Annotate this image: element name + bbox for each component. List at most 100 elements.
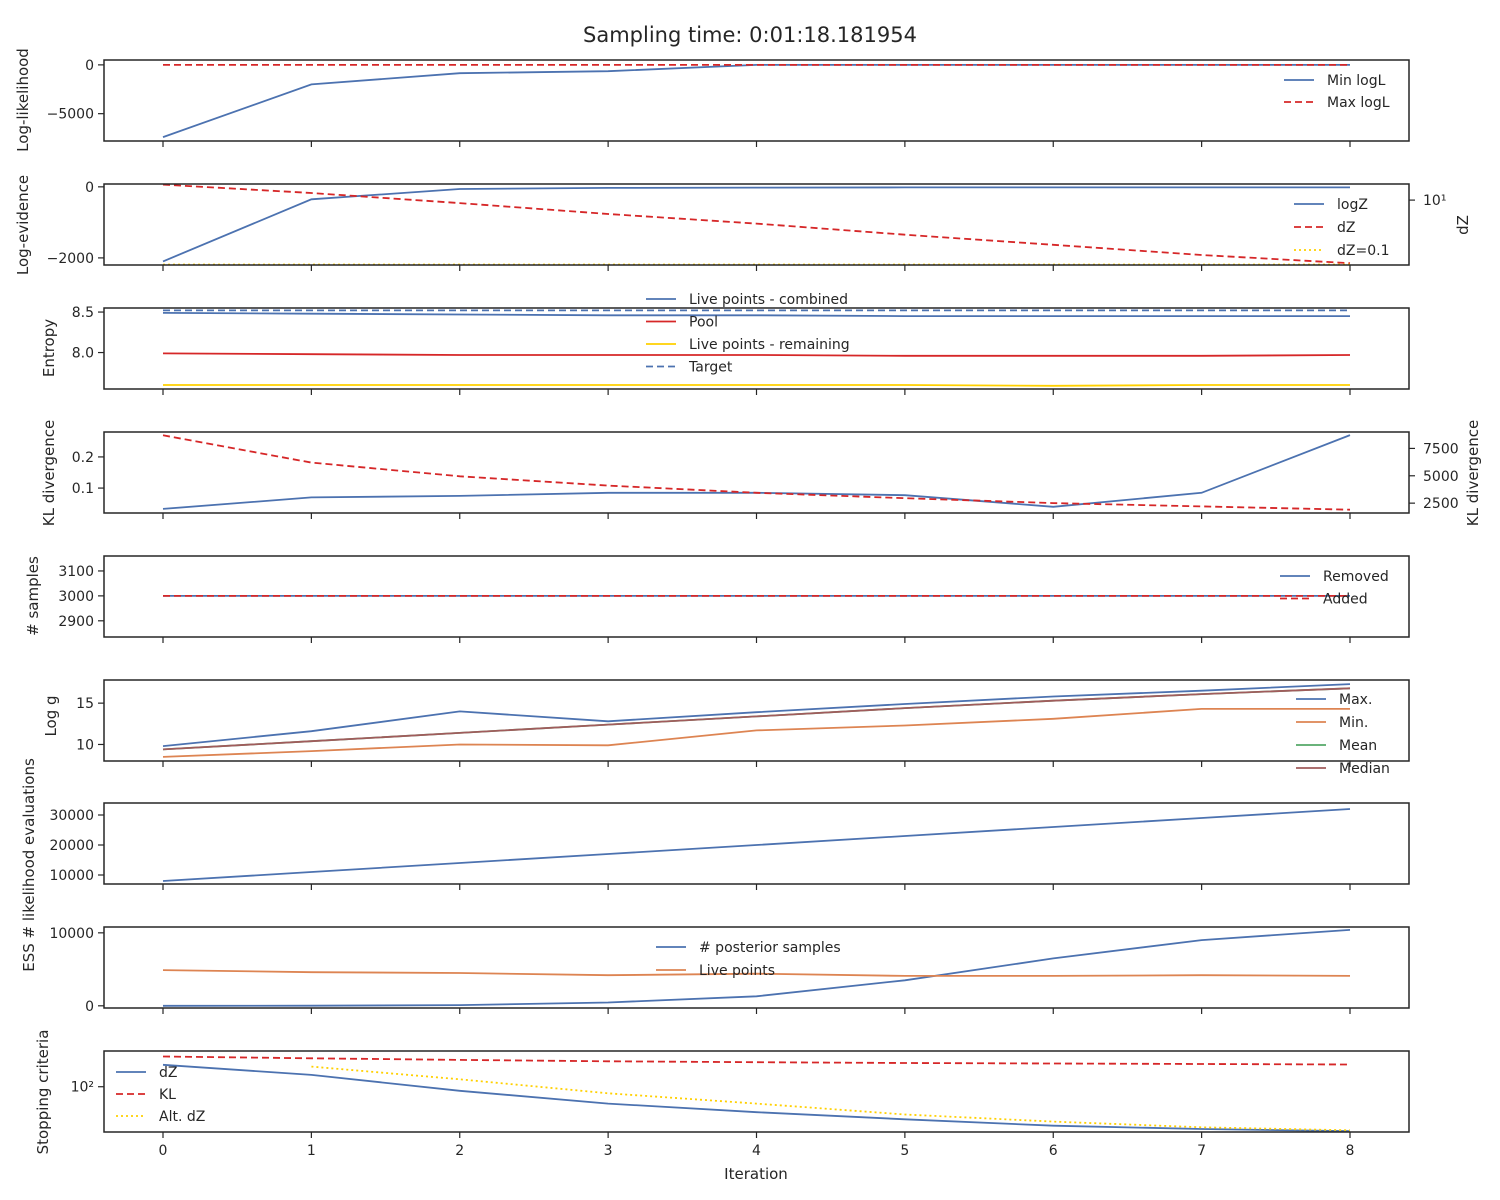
series-line-dz bbox=[162, 183, 1351, 265]
y-tick-label: 20000 bbox=[49, 838, 94, 854]
legend-label: dZ=0.1 bbox=[1337, 243, 1389, 259]
y-tick-label: 10 bbox=[76, 737, 94, 753]
x-tick-label: 0 bbox=[159, 1143, 168, 1159]
legend-label: Added bbox=[1323, 592, 1368, 608]
legend-label: Removed bbox=[1323, 569, 1389, 585]
x-tick-label: 4 bbox=[752, 1143, 761, 1159]
x-tick-label: 2 bbox=[455, 1143, 464, 1159]
series-lines bbox=[162, 808, 1351, 882]
y-tick-label: 0 bbox=[85, 58, 94, 74]
y-tick-label: 10000 bbox=[49, 868, 94, 884]
y-tick-label: 0.1 bbox=[72, 481, 94, 497]
axes-frame bbox=[103, 679, 1410, 762]
y-tick-label: −2000 bbox=[47, 251, 94, 267]
panel-8: 0 1 2 3 4 5 6 7 8 10² Stopping criteria dZ KL Alt. dZ bbox=[34, 1030, 1410, 1159]
series-lines bbox=[162, 929, 1351, 1007]
y-axis-label-combined: ESS # likelihood evaluations bbox=[20, 758, 38, 972]
y-tick-label: 10² bbox=[71, 1080, 94, 1096]
series-line-live-points-combined bbox=[162, 312, 1350, 317]
legend-label: Target bbox=[688, 360, 733, 376]
legend-label: Max logL bbox=[1327, 95, 1390, 111]
series-line-kl bbox=[162, 1055, 1351, 1066]
series-line-6-0 bbox=[162, 808, 1351, 882]
y2-tick-label: 2500 bbox=[1423, 496, 1459, 512]
legend-label: Live points - remaining bbox=[689, 337, 850, 353]
y-tick-label: 0 bbox=[85, 180, 94, 196]
y-tick-label: 0 bbox=[85, 999, 94, 1015]
legend-label: dZ bbox=[159, 1065, 177, 1081]
series-line-posterior-samples bbox=[162, 929, 1351, 1007]
panel-4: 3100 3000 2900 # samples Removed Added bbox=[24, 555, 1410, 643]
legend: Max. Min. Mean Median bbox=[1296, 692, 1390, 777]
series-line-max bbox=[162, 683, 1351, 747]
y2-axis-label: KL divergence bbox=[1464, 420, 1482, 526]
series-line-min-logl bbox=[162, 64, 1350, 138]
axes-frame bbox=[103, 59, 1410, 142]
series-lines bbox=[162, 434, 1351, 511]
legend-label: # posterior samples bbox=[699, 940, 841, 956]
series-line-min bbox=[162, 708, 1350, 758]
legend-label: Pool bbox=[689, 315, 718, 331]
legend-label: Live points - combined bbox=[689, 292, 848, 308]
legend-label: Max. bbox=[1339, 692, 1372, 708]
series-lines bbox=[162, 1055, 1351, 1133]
y-tick-label: 8.0 bbox=[72, 346, 94, 362]
y2-tick-label: 7500 bbox=[1423, 441, 1459, 457]
series-line-live-points-remaining bbox=[163, 384, 1350, 387]
series-line-pool bbox=[162, 352, 1351, 357]
series-lines bbox=[162, 64, 1350, 138]
y-tick-label: 10000 bbox=[49, 926, 94, 942]
y2-axis-label: dZ bbox=[1454, 215, 1472, 235]
legend: dZ KL Alt. dZ bbox=[116, 1065, 205, 1125]
panel-0: 0 −5000 Log-likelihood Min logL Max logL bbox=[14, 48, 1410, 152]
x-tick-label: 5 bbox=[900, 1143, 909, 1159]
legend-label: Mean bbox=[1339, 738, 1377, 754]
x-tick-label: 1 bbox=[307, 1143, 316, 1159]
legend-label: dZ bbox=[1337, 220, 1355, 236]
series-line-median bbox=[162, 687, 1351, 751]
legend: Live points - combined Pool Live points - … bbox=[646, 292, 850, 376]
series-line-dz bbox=[162, 1063, 1351, 1133]
chart-title: Sampling time: 0:01:18.181954 bbox=[583, 23, 917, 47]
x-tick-label: 6 bbox=[1049, 1143, 1058, 1159]
y-tick-label: 2900 bbox=[58, 614, 94, 630]
legend-label: logZ bbox=[1337, 197, 1368, 213]
panel-1: 0 −2000 10¹ Log-evidence dZ logZ dZ dZ=0.1 bbox=[14, 175, 1472, 275]
axes-frame bbox=[103, 431, 1410, 514]
y-axis-label: # samples bbox=[24, 556, 42, 636]
y-axis-label: Entropy bbox=[40, 319, 58, 377]
y-axis-label: Stopping criteria bbox=[34, 1030, 52, 1155]
series-lines bbox=[162, 183, 1351, 266]
y2-tick-label: 10¹ bbox=[1423, 193, 1446, 209]
legend: logZ dZ dZ=0.1 bbox=[1294, 197, 1389, 259]
legend-label: Min. bbox=[1339, 715, 1368, 731]
legend: Min logL Max logL bbox=[1284, 73, 1390, 111]
legend-label: Min logL bbox=[1327, 73, 1386, 89]
panel-7: 10000 0 # posterior samples Live points bbox=[49, 926, 1410, 1015]
y-tick-label: 8.5 bbox=[72, 305, 94, 321]
panel-5: 15 10 Log g Max. Min. Mean Median bbox=[42, 679, 1410, 777]
panel-3: 0.2 0.1 7500 5000 2500 KL divergence KL diverg… bbox=[40, 420, 1482, 526]
legend-label: Alt. dZ bbox=[159, 1109, 205, 1125]
series-line-3-1 bbox=[162, 434, 1351, 511]
y-tick-label: 30000 bbox=[49, 808, 94, 824]
y-tick-label: 15 bbox=[76, 696, 94, 712]
y-tick-label: 3000 bbox=[58, 589, 94, 605]
legend: Removed Added bbox=[1280, 569, 1389, 608]
legend: # posterior samples Live points bbox=[656, 940, 841, 979]
x-tick-label: 7 bbox=[1197, 1143, 1206, 1159]
legend-label: Median bbox=[1339, 761, 1390, 777]
x-tick-label: 3 bbox=[604, 1143, 613, 1159]
y-axis-label: Log-evidence bbox=[14, 175, 32, 275]
panels: 0 −5000 Log-likelihood Min logL Max logL 0 −20… bbox=[14, 48, 1482, 1159]
legend-label: KL bbox=[159, 1087, 176, 1103]
y-axis-label: Log-likelihood bbox=[14, 48, 32, 152]
y2-tick-label: 5000 bbox=[1423, 469, 1459, 485]
series-line-live-points bbox=[162, 969, 1351, 977]
y-axis-label: KL divergence bbox=[40, 420, 58, 526]
panel-6: 30000 20000 10000 bbox=[49, 802, 1410, 890]
x-axis-label: Iteration bbox=[724, 1165, 788, 1183]
series-line-3-0 bbox=[162, 434, 1351, 510]
